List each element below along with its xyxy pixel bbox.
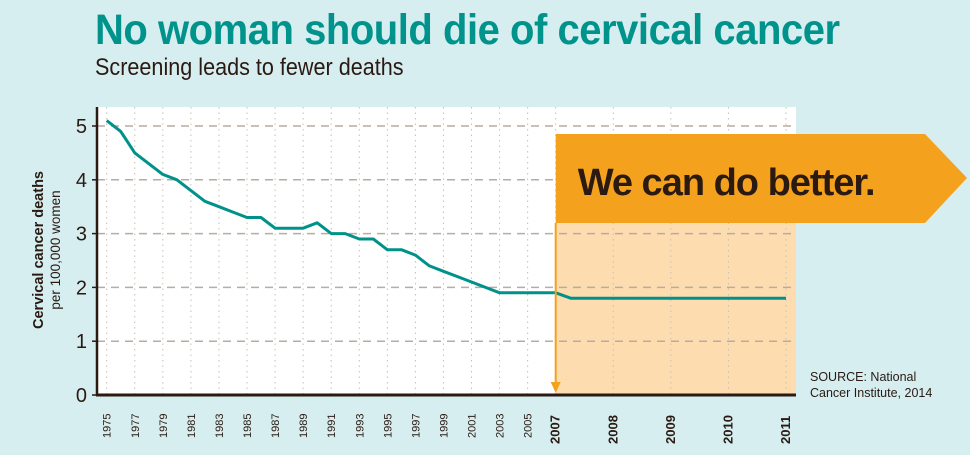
x-tick-label: 2003 <box>495 414 507 438</box>
source-line: Cancer Institute, 2014 <box>810 386 933 400</box>
x-tick-label: 1983 <box>214 414 226 438</box>
callout-text: We can do better. <box>578 162 875 204</box>
x-tick-label: 2001 <box>467 414 479 438</box>
series-line <box>105 119 786 300</box>
x-tick-label: 2011 <box>778 416 793 444</box>
x-tick-label: 1977 <box>130 414 142 438</box>
x-tick-label: 1991 <box>326 414 338 438</box>
x-tick-label: 1993 <box>354 414 366 438</box>
x-tick-label: 1981 <box>186 414 198 438</box>
y-axis-sublabel: per 100,000 women <box>48 190 63 309</box>
x-tick-label: 2010 <box>720 415 735 444</box>
y-tick-label: 3 <box>76 224 87 246</box>
x-tick-label: 2007 <box>548 415 563 444</box>
y-tick-label: 4 <box>76 170 87 192</box>
y-tick-label: 1 <box>76 331 87 353</box>
y-tick-label: 0 <box>76 385 87 407</box>
x-tick-label: 1975 <box>102 414 114 438</box>
x-tick-label: 1997 <box>410 414 422 438</box>
y-tick-label: 5 <box>76 116 87 138</box>
x-tick-label: 1995 <box>382 414 394 438</box>
highlight-region <box>555 223 796 395</box>
chart-title: No woman should die of cervical cancer <box>95 6 840 54</box>
source-line: SOURCE: National <box>810 370 917 384</box>
x-tick-label: 1987 <box>270 414 282 438</box>
source-note: SOURCE: National Cancer Institute, 2014 <box>810 369 932 401</box>
x-tick-label: 1985 <box>242 414 254 438</box>
arrow-down-icon <box>550 382 561 393</box>
chart-subtitle: Screening leads to fewer deaths <box>95 54 404 81</box>
x-tick-label: 2009 <box>663 415 678 444</box>
y-tick-label: 2 <box>76 277 87 299</box>
y-axis-label: Cervical cancer deaths <box>31 171 47 329</box>
x-tick-label: 2008 <box>605 415 620 444</box>
x-tick-label: 1999 <box>438 414 450 438</box>
callout-banner <box>555 134 967 223</box>
x-tick-label: 2005 <box>523 414 535 438</box>
x-tick-label: 1989 <box>298 414 310 438</box>
x-tick-label: 1979 <box>158 414 170 438</box>
